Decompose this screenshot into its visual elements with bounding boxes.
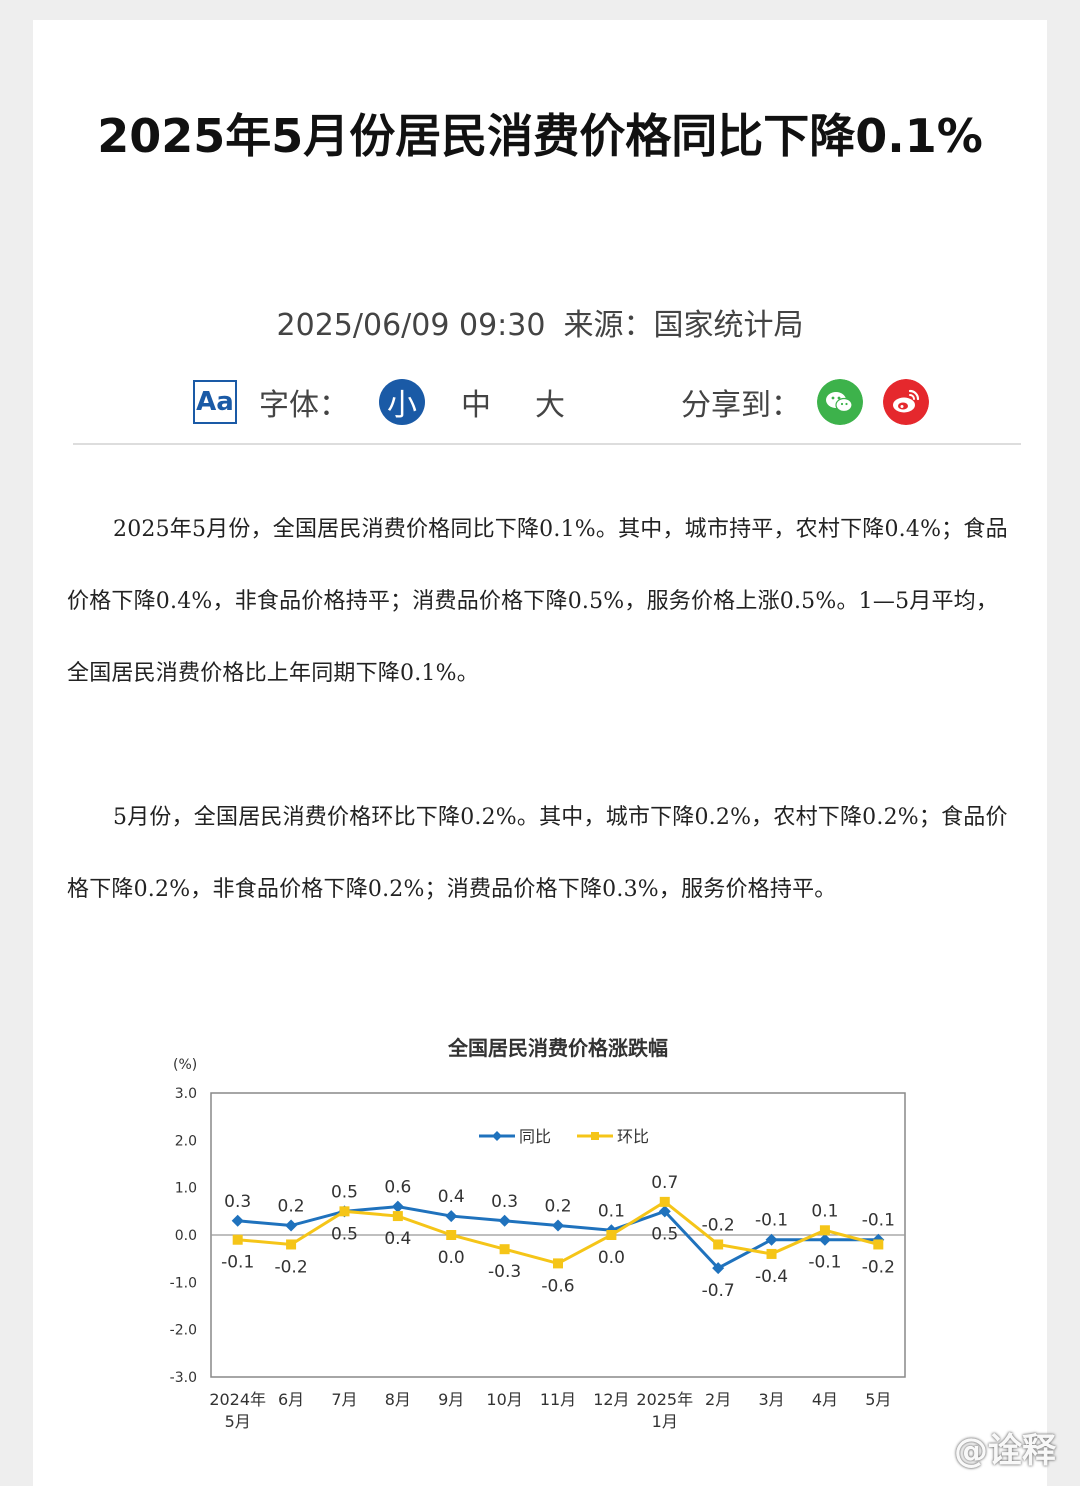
data-point [232, 1234, 243, 1245]
paragraph-yoy: 2025年5月份，全国居民消费价格同比下降0.1%。其中，城市持平，农村下降0.… [67, 517, 1008, 686]
font-size-medium-button[interactable]: 中 [461, 388, 491, 423]
chart-title: 全国居民消费价格涨跌幅 [447, 1036, 668, 1060]
data-label: -0.2 [702, 1215, 735, 1235]
page-title: 2025年5月份居民消费价格同比下降0.1% [97, 109, 983, 163]
data-point [498, 1214, 511, 1227]
x-tick-label: 2月 [705, 1390, 731, 1409]
wechat-icon[interactable] [817, 379, 863, 425]
cpi-line-chart: 全国居民消费价格涨跌幅 (%) 3.0 2.0 1.0 0.0 -1.0 -2.0 -3.0 20… [170, 1036, 906, 1431]
publish-date: 2025/06/09 09:30 [276, 308, 546, 343]
data-label: -0.7 [702, 1281, 735, 1301]
x-tick-label: 3月 [758, 1390, 784, 1409]
legend-label: 同比 [519, 1127, 551, 1146]
x-tick-label: 1月 [652, 1412, 678, 1431]
x-tick-label: 5月 [225, 1412, 251, 1431]
data-label: 0.3 [491, 1192, 518, 1212]
data-label: -0.6 [541, 1276, 574, 1296]
x-tick-label: 2025年 [636, 1390, 693, 1409]
x-tick-label: 4月 [812, 1390, 838, 1409]
data-label: -0.3 [488, 1262, 521, 1282]
x-tick-label: 7月 [331, 1390, 357, 1409]
data-label: 0.1 [811, 1201, 838, 1221]
data-label: -0.1 [808, 1253, 841, 1273]
data-label: 0.4 [384, 1229, 411, 1249]
weibo-icon[interactable] [883, 379, 929, 425]
data-point [552, 1219, 564, 1232]
article-toolbar: Aa 字体： 小 中 大 分享到： [193, 376, 949, 428]
watermark: @诠释 [954, 1431, 1056, 1471]
header-divider [73, 443, 1021, 445]
data-label: -0.1 [755, 1211, 788, 1231]
data-point [392, 1211, 403, 1222]
y-tick-label: -1.0 [170, 1275, 197, 1291]
share-label: 分享到： [681, 388, 801, 423]
font-size-large-button[interactable]: 大 [535, 388, 565, 423]
data-point [391, 1200, 404, 1213]
data-label: 0.6 [384, 1178, 411, 1198]
y-tick-label: 2.0 [175, 1133, 197, 1149]
data-label: -0.2 [862, 1257, 895, 1277]
y-tick-label: 0.0 [175, 1228, 197, 1244]
x-tick-label: 5月 [865, 1390, 891, 1409]
data-point [658, 1205, 671, 1218]
legend-marker [591, 1132, 599, 1140]
x-tick-label: 6月 [278, 1390, 304, 1409]
x-tick-label: 8月 [385, 1390, 411, 1409]
data-label: -0.1 [862, 1211, 895, 1231]
data-label: 0.3 [224, 1192, 251, 1212]
data-label: 0.5 [331, 1224, 358, 1244]
data-point [445, 1210, 458, 1223]
y-tick-label: 3.0 [175, 1086, 197, 1102]
font-size-label: 字体： [259, 388, 349, 423]
font-size-small-button[interactable]: 小 [379, 379, 425, 425]
data-point [286, 1239, 297, 1250]
data-point [285, 1219, 298, 1232]
data-point [713, 1239, 724, 1250]
data-label: 0.5 [651, 1224, 678, 1244]
data-point [659, 1196, 670, 1207]
data-label: 0.0 [438, 1248, 465, 1268]
data-label: 0.4 [438, 1187, 465, 1207]
data-point [712, 1262, 725, 1275]
data-point [606, 1230, 617, 1240]
data-point [766, 1248, 777, 1259]
data-point [818, 1233, 831, 1246]
data-label: 0.7 [651, 1173, 678, 1193]
data-point [231, 1214, 244, 1227]
y-tick-label: 1.0 [175, 1181, 197, 1197]
data-label: 0.2 [544, 1197, 571, 1217]
data-point [553, 1258, 563, 1269]
x-tick-label: 11月 [540, 1390, 576, 1409]
x-tick-label: 10月 [486, 1390, 522, 1409]
legend-marker [492, 1131, 502, 1141]
paragraph-mom: 5月份，全国居民消费价格环比下降0.2%。其中，城市下降0.2%，农村下降0.2… [67, 805, 1008, 902]
article-meta: 2025/06/09 09:30 来源：国家统计局 [33, 300, 1047, 344]
data-point [819, 1225, 830, 1236]
data-point [873, 1239, 884, 1250]
data-label: 0.1 [598, 1201, 625, 1221]
article-card: 2025年5月份居民消费价格同比下降0.1% 2025/06/09 09:30 来… [33, 20, 1047, 1486]
data-point [499, 1244, 510, 1255]
x-tick-label: 12月 [593, 1390, 629, 1409]
y-axis-unit: (%) [173, 1057, 197, 1073]
y-tick-label: -3.0 [170, 1370, 197, 1386]
data-point [446, 1230, 457, 1240]
data-label: 0.5 [331, 1182, 358, 1202]
data-point [765, 1233, 778, 1246]
data-label: -0.1 [221, 1253, 254, 1273]
x-tick-label: 2024年 [209, 1390, 266, 1409]
data-label: 0.2 [278, 1197, 305, 1217]
article-source: 来源：国家统计局 [563, 308, 804, 343]
data-label: -0.4 [755, 1267, 788, 1287]
y-tick-label: -2.0 [170, 1323, 197, 1339]
data-label: -0.2 [274, 1257, 307, 1277]
legend-label: 环比 [617, 1127, 649, 1146]
font-size-icon: Aa [193, 380, 237, 424]
data-label: 0.0 [598, 1248, 625, 1268]
x-tick-label: 9月 [438, 1390, 464, 1409]
data-point [339, 1206, 350, 1217]
